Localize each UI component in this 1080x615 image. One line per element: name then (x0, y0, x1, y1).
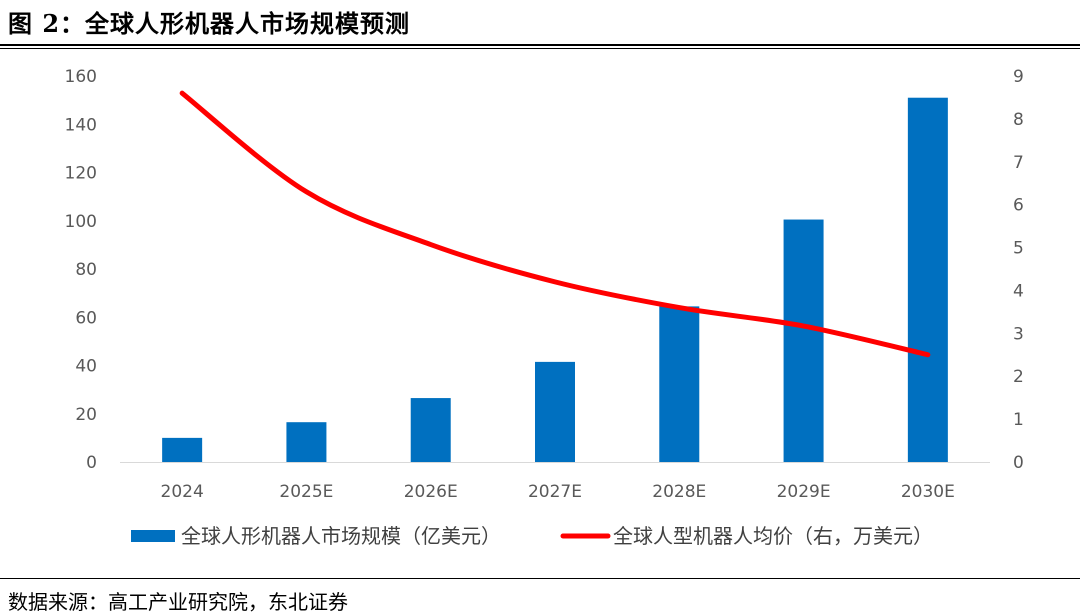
right-tick-label: 1 (1013, 410, 1024, 430)
left-tick-label: 80 (75, 260, 97, 280)
bar (907, 97, 948, 463)
right-tick-label: 8 (1013, 110, 1024, 130)
right-axis: 0 1 2 3 4 5 6 7 8 9 (1013, 67, 1024, 473)
legend-bar-label: 全球人形机器人市场规模（亿美元） (181, 524, 501, 548)
right-tick-label: 4 (1013, 281, 1024, 301)
left-tick-label: 60 (75, 308, 97, 328)
bar (659, 306, 700, 462)
right-tick-label: 9 (1013, 67, 1024, 87)
right-tick-label: 3 (1013, 324, 1024, 344)
legend-bar-swatch (131, 530, 175, 542)
bar (783, 219, 824, 462)
x-axis-ticks: 2024 2025E 2026E 2027E 2028E 2029E 2030E (161, 482, 955, 502)
source-note: 数据来源：高工产业研究院，东北证券 (8, 590, 348, 614)
x-tick-label: 2025E (279, 482, 333, 502)
x-tick-label: 2026E (404, 482, 458, 502)
right-tick-label: 6 (1013, 196, 1024, 216)
x-tick-label: 2027E (528, 482, 582, 502)
bar (162, 437, 203, 462)
bar (286, 422, 327, 462)
right-tick-label: 7 (1013, 153, 1024, 173)
left-tick-label: 140 (65, 115, 97, 135)
bar-series (162, 97, 948, 463)
right-tick-label: 0 (1013, 453, 1024, 473)
left-tick-label: 160 (65, 67, 97, 87)
title-rule (0, 44, 1080, 46)
legend: 全球人形机器人市场规模（亿美元） 全球人型机器人均价（右，万美元） (131, 524, 933, 548)
figure-title: 图 2：全球人形机器人市场规模预测 (8, 9, 411, 38)
right-tick-label: 5 (1013, 239, 1024, 259)
left-tick-label: 20 (75, 405, 97, 425)
left-axis: 0 20 40 60 80 100 120 140 160 (65, 67, 97, 473)
bar (410, 398, 451, 462)
x-tick-label: 2029E (777, 482, 831, 502)
x-tick-label: 2024 (161, 482, 204, 502)
title-rule-thin (0, 48, 1080, 49)
x-tick-label: 2028E (652, 482, 706, 502)
legend-line-label: 全球人型机器人均价（右，万美元） (613, 524, 933, 548)
price-line-series (179, 90, 931, 358)
bar (535, 361, 575, 462)
x-tick-label: 2030E (901, 482, 955, 502)
left-tick-label: 120 (65, 164, 97, 184)
left-tick-label: 40 (75, 357, 97, 377)
right-tick-label: 2 (1013, 367, 1024, 387)
source-rule (0, 578, 1080, 579)
left-tick-label: 0 (86, 453, 97, 473)
left-tick-label: 100 (65, 212, 97, 232)
